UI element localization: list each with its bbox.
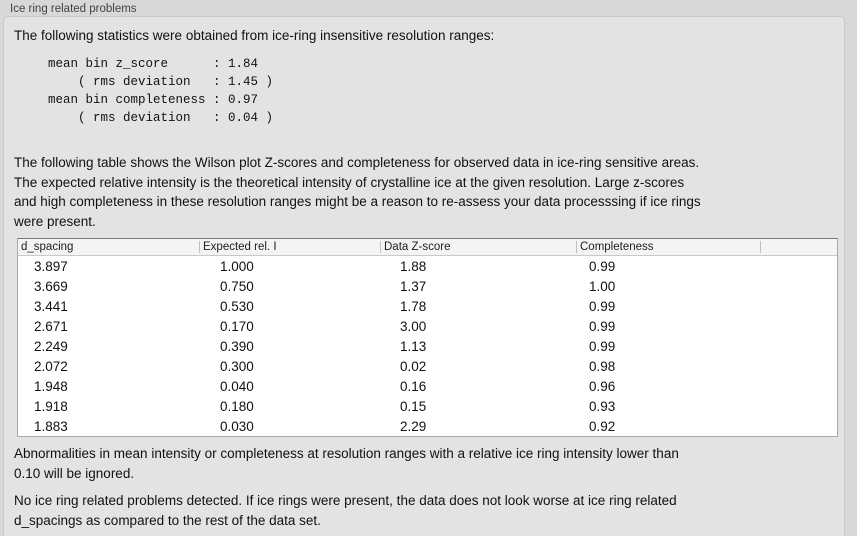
description-line: The following table shows the Wilson plo…: [14, 155, 700, 170]
cell-expected-rel-i: 1.000: [220, 258, 254, 274]
cell-completeness: 0.99: [589, 258, 616, 274]
cell-completeness: 0.99: [589, 318, 616, 334]
cell-completeness: 0.98: [589, 358, 616, 374]
description-line: and high completeness in these resolutio…: [14, 194, 701, 209]
ice-ring-table: d_spacing Expected rel. I Data Z-score C…: [17, 238, 838, 437]
cell-data-z-score: 1.88: [400, 258, 427, 274]
cell-expected-rel-i: 0.030: [220, 418, 254, 434]
cell-d-spacing: 2.072: [34, 358, 68, 374]
column-header-data-z-score[interactable]: Data Z-score: [380, 239, 576, 255]
table-row[interactable]: 2.072 0.300 0.02 0.98: [18, 356, 837, 376]
cell-d-spacing: 3.897: [34, 258, 68, 274]
table-row[interactable]: 3.669 0.750 1.37 1.00: [18, 276, 837, 296]
cell-completeness: 0.99: [589, 298, 616, 314]
column-header-d-spacing[interactable]: d_spacing: [21, 241, 74, 253]
intro-text: The following statistics were obtained f…: [14, 28, 495, 43]
cell-d-spacing: 1.948: [34, 378, 68, 394]
cell-expected-rel-i: 0.390: [220, 338, 254, 354]
cell-expected-rel-i: 0.180: [220, 398, 254, 414]
stat-line-mean-completeness: mean bin completeness : 0.97: [48, 93, 259, 107]
stat-line-z-rms: ( rms deviation : 1.45 ): [48, 75, 274, 89]
table-row[interactable]: 3.897 1.000 1.88 0.99: [18, 256, 837, 276]
ignore-note-line: Abnormalities in mean intensity or compl…: [14, 446, 679, 461]
cell-completeness: 0.99: [589, 338, 616, 354]
cell-expected-rel-i: 0.300: [220, 358, 254, 374]
cell-d-spacing: 3.441: [34, 298, 68, 314]
stats-block: mean bin z_score : 1.84 ( rms deviation …: [48, 55, 273, 127]
cell-data-z-score: 1.37: [400, 278, 427, 294]
cell-d-spacing: 2.249: [34, 338, 68, 354]
groupbox-title: Ice ring related problems: [10, 3, 137, 15]
description-text: The following table shows the Wilson plo…: [14, 153, 701, 231]
table-row[interactable]: 1.948 0.040 0.16 0.96: [18, 376, 837, 396]
cell-data-z-score: 1.13: [400, 338, 427, 354]
conclusion-text: No ice ring related problems detected. I…: [14, 491, 677, 530]
cell-expected-rel-i: 0.530: [220, 298, 254, 314]
cell-d-spacing: 2.671: [34, 318, 68, 334]
table-row[interactable]: 1.918 0.180 0.15 0.93: [18, 396, 837, 416]
cell-completeness: 0.96: [589, 378, 616, 394]
cell-d-spacing: 3.669: [34, 278, 68, 294]
ignore-note-text: Abnormalities in mean intensity or compl…: [14, 444, 679, 483]
description-line: The expected relative intensity is the t…: [14, 174, 685, 190]
cell-expected-rel-i: 0.170: [220, 318, 254, 334]
description-line: were present.: [14, 213, 96, 229]
ignore-note-line: 0.10 will be ignored.: [14, 465, 135, 481]
table-row[interactable]: 1.883 0.030 2.29 0.92: [18, 416, 837, 436]
cell-data-z-score: 0.02: [400, 358, 427, 374]
cell-completeness: 0.92: [589, 418, 616, 434]
table-body: 3.897 1.000 1.88 0.99 3.669 0.750 1.37 1…: [18, 256, 837, 436]
column-header-completeness[interactable]: Completeness: [576, 239, 760, 255]
conclusion-line: No ice ring related problems detected. I…: [14, 493, 677, 508]
table-header-row: d_spacing Expected rel. I Data Z-score C…: [18, 239, 837, 256]
cell-d-spacing: 1.883: [34, 418, 68, 434]
cell-d-spacing: 1.918: [34, 398, 68, 414]
table-row[interactable]: 2.671 0.170 3.00 0.99: [18, 316, 837, 336]
stat-line-mean-z-score: mean bin z_score : 1.84: [48, 57, 259, 71]
cell-data-z-score: 2.29: [400, 418, 427, 434]
table-row[interactable]: 2.249 0.390 1.13 0.99: [18, 336, 837, 356]
cell-data-z-score: 0.16: [400, 378, 427, 394]
cell-data-z-score: 1.78: [400, 298, 427, 314]
cell-expected-rel-i: 0.040: [220, 378, 254, 394]
column-header-expected-rel-i[interactable]: Expected rel. I: [199, 239, 380, 255]
cell-data-z-score: 0.15: [400, 398, 427, 414]
cell-completeness: 0.93: [589, 398, 616, 414]
table-row[interactable]: 3.441 0.530 1.78 0.99: [18, 296, 837, 316]
conclusion-line: d_spacings as compared to the rest of th…: [14, 512, 321, 528]
cell-expected-rel-i: 0.750: [220, 278, 254, 294]
cell-completeness: 1.00: [589, 278, 616, 294]
stat-line-completeness-rms: ( rms deviation : 0.04 ): [48, 111, 274, 125]
column-header-empty[interactable]: [760, 239, 837, 255]
cell-data-z-score: 3.00: [400, 318, 427, 334]
